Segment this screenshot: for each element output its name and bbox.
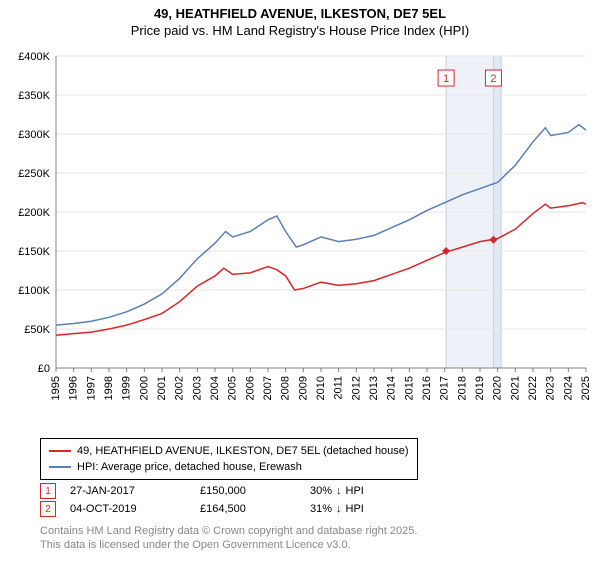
svg-text:2009: 2009 — [297, 376, 309, 400]
svg-text:2000: 2000 — [138, 376, 150, 400]
down-arrow-icon: ↓ — [336, 485, 342, 497]
sales-table: 1 27-JAN-2017 £150,000 30% ↓ HPI 2 04-OC… — [40, 482, 440, 518]
svg-text:2020: 2020 — [492, 376, 504, 400]
legend-item: HPI: Average price, detached house, Erew… — [49, 459, 409, 475]
legend: 49, HEATHFIELD AVENUE, ILKESTON, DE7 5EL… — [40, 438, 418, 480]
svg-text:£250K: £250K — [18, 168, 50, 180]
footer-line: This data is licensed under the Open Gov… — [40, 538, 417, 552]
sale-ratio-suffix: HPI — [346, 485, 364, 497]
svg-text:2005: 2005 — [227, 376, 239, 400]
footer: Contains HM Land Registry data © Crown c… — [40, 524, 417, 553]
svg-text:2: 2 — [490, 73, 496, 85]
svg-text:2014: 2014 — [386, 376, 398, 400]
svg-text:£300K: £300K — [18, 129, 50, 141]
sale-date: 04-OCT-2019 — [70, 503, 200, 515]
svg-text:£150K: £150K — [18, 246, 50, 258]
sale-price: £164,500 — [200, 503, 310, 515]
svg-text:2001: 2001 — [156, 376, 168, 400]
svg-text:£0: £0 — [38, 363, 50, 375]
sale-number: 1 — [45, 486, 51, 497]
svg-text:2015: 2015 — [403, 376, 415, 400]
svg-text:2022: 2022 — [527, 376, 539, 400]
svg-text:2006: 2006 — [244, 376, 256, 400]
chart-subtitle: Price paid vs. HM Land Registry's House … — [0, 23, 600, 38]
svg-text:2013: 2013 — [368, 376, 380, 400]
svg-text:1999: 1999 — [121, 376, 133, 400]
legend-label: HPI: Average price, detached house, Erew… — [77, 461, 302, 473]
chart-area: £0 £50K £100K £150K £200K £250K £300K £350K £400… — [0, 50, 600, 430]
svg-text:2010: 2010 — [315, 376, 327, 400]
sale-ratio: 30% ↓ HPI — [310, 485, 440, 497]
svg-text:1997: 1997 — [85, 376, 97, 400]
svg-text:2011: 2011 — [333, 376, 345, 400]
sale-date: 27-JAN-2017 — [70, 485, 200, 497]
sale-row: 2 04-OCT-2019 £164,500 31% ↓ HPI — [40, 500, 440, 518]
legend-label: 49, HEATHFIELD AVENUE, ILKESTON, DE7 5EL… — [77, 445, 409, 457]
svg-text:2003: 2003 — [191, 376, 203, 400]
sale-number: 2 — [45, 504, 51, 515]
svg-text:1995: 1995 — [50, 376, 62, 400]
svg-text:1: 1 — [443, 73, 449, 85]
sale-ratio-pct: 30% — [310, 485, 332, 497]
svg-text:£100K: £100K — [18, 285, 50, 297]
svg-text:2017: 2017 — [439, 376, 451, 400]
chart-title: 49, HEATHFIELD AVENUE, ILKESTON, DE7 5EL — [0, 6, 600, 21]
svg-text:2002: 2002 — [174, 376, 186, 400]
legend-swatch-hpi — [49, 466, 71, 468]
svg-text:2007: 2007 — [262, 376, 274, 400]
sale-badge: 2 — [40, 501, 56, 517]
sale-badge: 1 — [40, 483, 56, 499]
svg-text:2016: 2016 — [421, 376, 433, 400]
sale-price: £150,000 — [200, 485, 310, 497]
svg-text:2018: 2018 — [456, 376, 468, 400]
legend-item: 49, HEATHFIELD AVENUE, ILKESTON, DE7 5EL… — [49, 443, 409, 459]
svg-text:2004: 2004 — [209, 376, 221, 400]
svg-text:2021: 2021 — [509, 376, 521, 400]
svg-text:2024: 2024 — [562, 376, 574, 400]
sale-ratio: 31% ↓ HPI — [310, 503, 440, 515]
sale-ratio-pct: 31% — [310, 503, 332, 515]
down-arrow-icon: ↓ — [336, 503, 342, 515]
legend-swatch-property — [49, 450, 71, 452]
sale-ratio-suffix: HPI — [346, 503, 364, 515]
line-chart-svg: £0 £50K £100K £150K £200K £250K £300K £350K £400… — [0, 50, 600, 430]
sale-row: 1 27-JAN-2017 £150,000 30% ↓ HPI — [40, 482, 440, 500]
svg-text:2012: 2012 — [350, 376, 362, 400]
svg-text:2008: 2008 — [280, 376, 292, 400]
chart-container: 49, HEATHFIELD AVENUE, ILKESTON, DE7 5EL… — [0, 6, 600, 566]
svg-text:£200K: £200K — [18, 207, 50, 219]
svg-text:2019: 2019 — [474, 376, 486, 400]
svg-text:2023: 2023 — [545, 376, 557, 400]
footer-line: Contains HM Land Registry data © Crown c… — [40, 524, 417, 538]
svg-text:£400K: £400K — [18, 51, 50, 63]
svg-text:1998: 1998 — [103, 376, 115, 400]
svg-text:2025: 2025 — [580, 376, 592, 400]
svg-text:1996: 1996 — [68, 376, 80, 400]
svg-text:£350K: £350K — [18, 90, 50, 102]
svg-text:£50K: £50K — [24, 324, 50, 336]
